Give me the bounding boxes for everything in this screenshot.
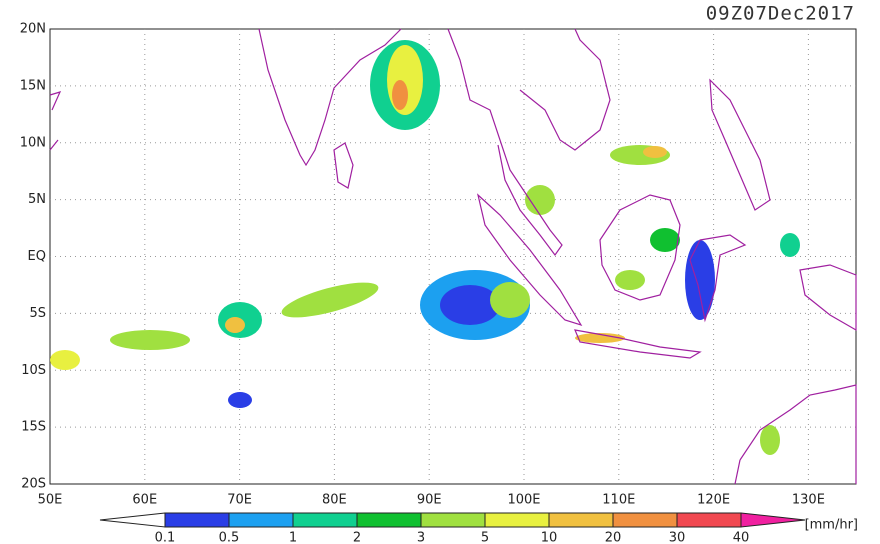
colorbar-segment [420, 512, 486, 528]
lat-label: 15N [20, 78, 46, 93]
lat-label: 20S [21, 477, 46, 492]
lon-label: 50E [38, 493, 63, 508]
colorbar-label: 20 [605, 531, 622, 544]
colorbar-label: 0.5 [219, 531, 240, 544]
colorbar-segment [676, 512, 742, 528]
colorbar-over [740, 512, 806, 528]
colorbar-label: 5 [481, 531, 489, 544]
map-title: 09Z07Dec2017 [706, 3, 855, 25]
lat-label: 10S [21, 363, 46, 378]
colorbar-label: 2 [353, 531, 361, 544]
lat-label: 5N [28, 192, 46, 207]
lon-label: 60E [132, 493, 157, 508]
coastlines [49, 28, 857, 485]
colorbar-label: 3 [417, 531, 425, 544]
colorbar-segment [228, 512, 294, 528]
colorbar-segment [484, 512, 550, 528]
lon-label: 70E [227, 493, 252, 508]
precipitation [50, 40, 800, 455]
colorbar-segment [292, 512, 358, 528]
lon-label: 100E [507, 493, 540, 508]
lat-label: 20N [20, 22, 46, 37]
lat-label: 15S [21, 420, 46, 435]
colorbar-label: 0.1 [155, 531, 176, 544]
colorbar: 0.1 0.5 1 2 3 5 10 20 30 40 [99, 512, 806, 544]
colorbar-segment [612, 512, 678, 528]
colorbar-segment [164, 512, 230, 528]
units-label: [mm/hr] [805, 518, 858, 533]
colorbar-segment [356, 512, 422, 528]
lat-label: EQ [28, 249, 46, 264]
lon-label: 80E [322, 493, 347, 508]
lon-label: 130E [792, 493, 825, 508]
colorbar-label: 40 [733, 531, 750, 544]
colorbar-segment [548, 512, 614, 528]
colorbar-label: 1 [289, 531, 297, 544]
colorbar-under [99, 512, 166, 528]
lon-label: 110E [602, 493, 635, 508]
colorbar-label: 30 [669, 531, 686, 544]
map-frame [49, 28, 857, 485]
lon-label: 120E [697, 493, 730, 508]
colorbar-label: 10 [541, 531, 558, 544]
lat-label: 10N [20, 135, 46, 150]
lon-label: 90E [417, 493, 442, 508]
lat-label: 5S [29, 306, 46, 321]
